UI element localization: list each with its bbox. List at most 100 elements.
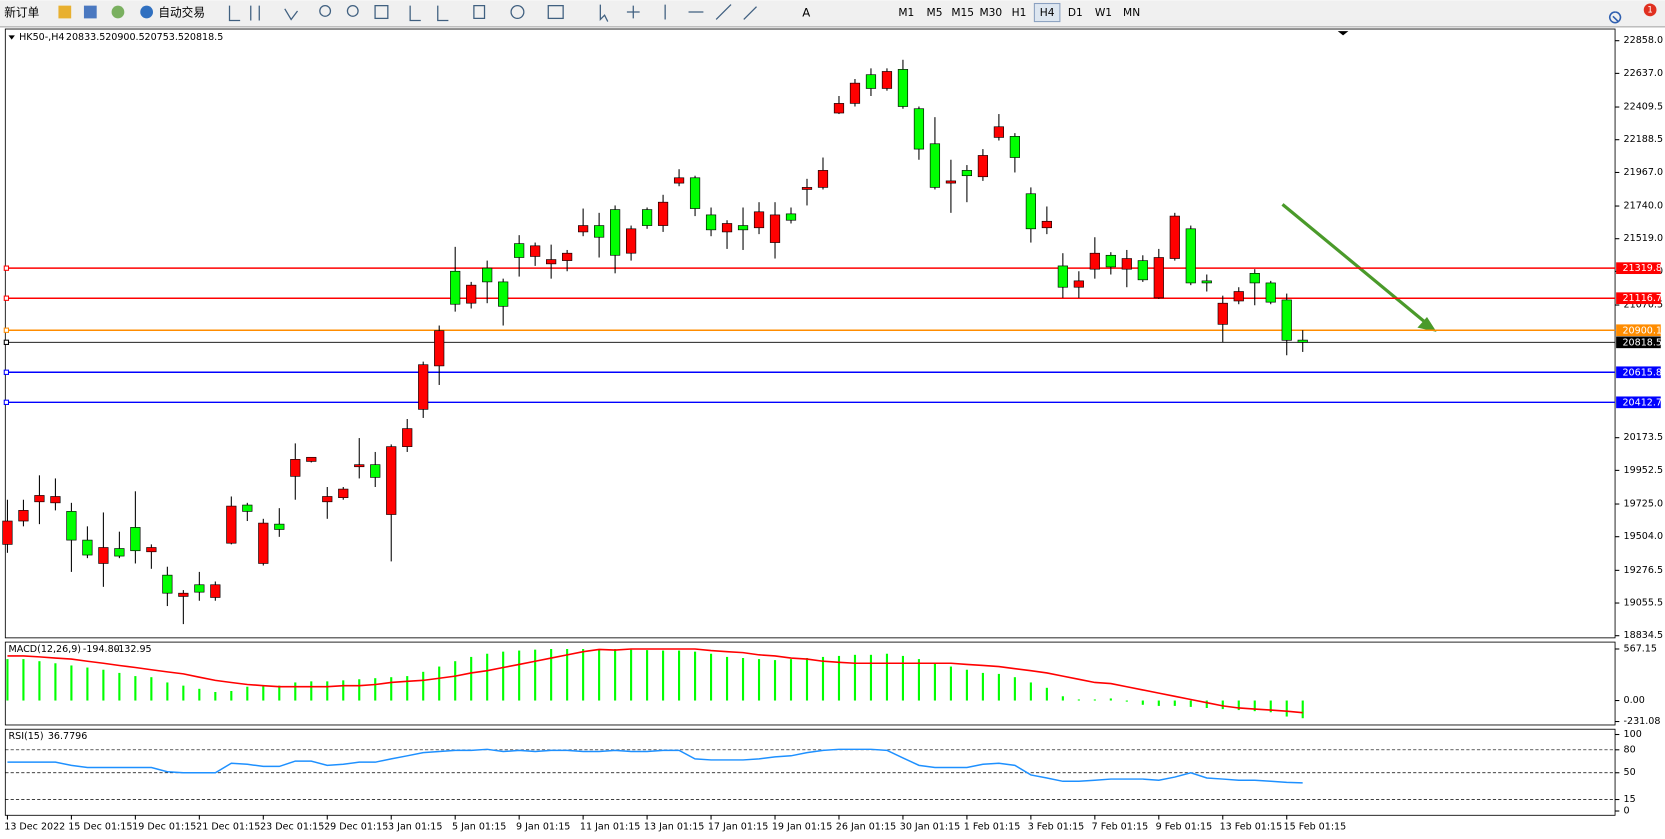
periods-icon[interactable] [510,5,525,20]
ohlc-low: 20753.5 [145,32,184,43]
candle-body [18,510,29,522]
x-tick-label: 13 Dec 2022 [4,821,65,832]
x-tick-label: 30 Jan 01:15 [900,821,960,832]
candle-body [993,126,1004,138]
candle-body [242,504,253,512]
candle-body [370,464,381,478]
active-timeframe [1033,2,1061,23]
timeframe-button[interactable]: M1 [898,6,914,19]
candle-body [322,496,333,503]
auto-trade-button[interactable]: 自动交易 [158,6,205,20]
ohlc-open: 20833.5 [66,32,105,43]
zoom-in[interactable] [319,5,332,17]
zoom-out[interactable] [346,5,359,17]
x-tick-label: 21 Dec 01:15 [196,821,260,832]
candle-body [1281,299,1292,341]
text-tool[interactable]: A [802,6,810,20]
icon[interactable] [58,5,72,19]
timeframe-button[interactable]: M30 [979,6,1002,19]
search[interactable] [1609,11,1622,24]
chart-type-icons[interactable] [228,5,299,22]
candle-body [274,523,285,530]
candle-body [258,522,269,564]
price-line-handle [3,399,10,405]
y-tick-label: 21967.0 [1624,167,1663,178]
candle-body [594,225,605,238]
y-tick-label: 50 [1624,767,1636,778]
tile-icon[interactable] [374,5,389,20]
timeframe-button[interactable]: H4 [1040,6,1055,19]
y-tick-label: 22858.0 [1624,35,1663,46]
timeframe-button[interactable]: W1 [1095,6,1112,19]
candle-body [1137,260,1148,281]
y-tick-label: 15 [1624,794,1636,805]
y-tick-label: 19504.0 [1624,531,1663,542]
macd-value: -194.80 [83,644,120,655]
icon[interactable] [111,5,125,19]
candle-body [929,143,941,188]
candle-body [34,495,45,503]
price-line-handle [3,339,10,345]
candle-body [290,459,301,477]
candle-body [210,584,221,598]
icon[interactable] [140,5,154,19]
candle-body [66,511,77,541]
candle-body [418,364,429,410]
x-tick-label: 11 Jan 01:15 [580,821,640,832]
candle-body [114,548,125,557]
rsi-panel [4,728,1616,816]
candle-body [657,201,669,226]
candle-body [82,539,93,556]
y-tick-label: 22409.5 [1624,102,1663,113]
scroll-icons[interactable] [409,5,486,22]
y-tick-label: 21740.0 [1624,201,1663,212]
y-tick-label: 21070.5 [1624,300,1663,311]
y-tick-label: 80 [1624,744,1636,755]
candle-body [514,243,525,258]
price-label-bg [1616,366,1661,379]
candle-body [977,155,989,178]
price-line-handle [3,265,10,271]
timeframe-button[interactable]: M15 [951,6,974,19]
x-tick-label: 1 Feb 01:15 [964,821,1021,832]
price-label: 20615.8 [1622,367,1661,378]
icon[interactable] [83,5,97,19]
toolbar: 新订单 自动交易 A [4,3,1657,24]
macd-signal [7,648,1303,714]
candle-body [1185,228,1196,284]
price-label-bg [1616,336,1661,349]
y-tick-label: 0 [1624,806,1630,817]
x-tick-label: 19 Dec 01:15 [132,821,196,832]
candle-body [162,574,173,594]
y-tick-label: 22637.0 [1624,68,1663,79]
candle-body [801,187,813,190]
notification-badge[interactable] [1643,3,1657,17]
candle-body [434,330,445,367]
timeframe-button[interactable]: H1 [1012,6,1027,19]
candle-body [1201,280,1212,284]
y-tick-label: -231.08 [1624,716,1661,727]
price-line-handle [3,327,10,333]
candle-body [1105,254,1116,268]
y-tick-label: 19276.5 [1624,565,1663,576]
candle-body [1073,280,1084,288]
new-order-button[interactable]: 新订单 [4,6,39,20]
x-tick-label: 9 Jan 01:15 [516,821,570,832]
timeframe-button[interactable]: MN [1123,6,1140,19]
templates-icon[interactable] [547,5,564,20]
drawing-tools[interactable] [599,4,757,22]
x-tick-label: 29 Dec 01:15 [324,821,388,832]
macd-label: MACD(12,26,9) [9,644,82,655]
rsi-label: RSI(15) [9,731,44,742]
notification-count[interactable]: 1 [1647,5,1652,15]
timeframe-button[interactable]: D1 [1068,6,1083,19]
candle-body [1025,193,1036,230]
x-tick-label: 15 Feb 01:15 [1284,821,1347,832]
y-tick-label: 19952.5 [1624,465,1663,476]
ohlc-close: 20818.5 [184,32,223,43]
timeframe-button[interactable]: M5 [927,6,943,19]
x-tick-label: 17 Jan 01:15 [708,821,768,832]
y-tick-label: 20173.5 [1624,432,1663,443]
candle-body [146,547,157,553]
